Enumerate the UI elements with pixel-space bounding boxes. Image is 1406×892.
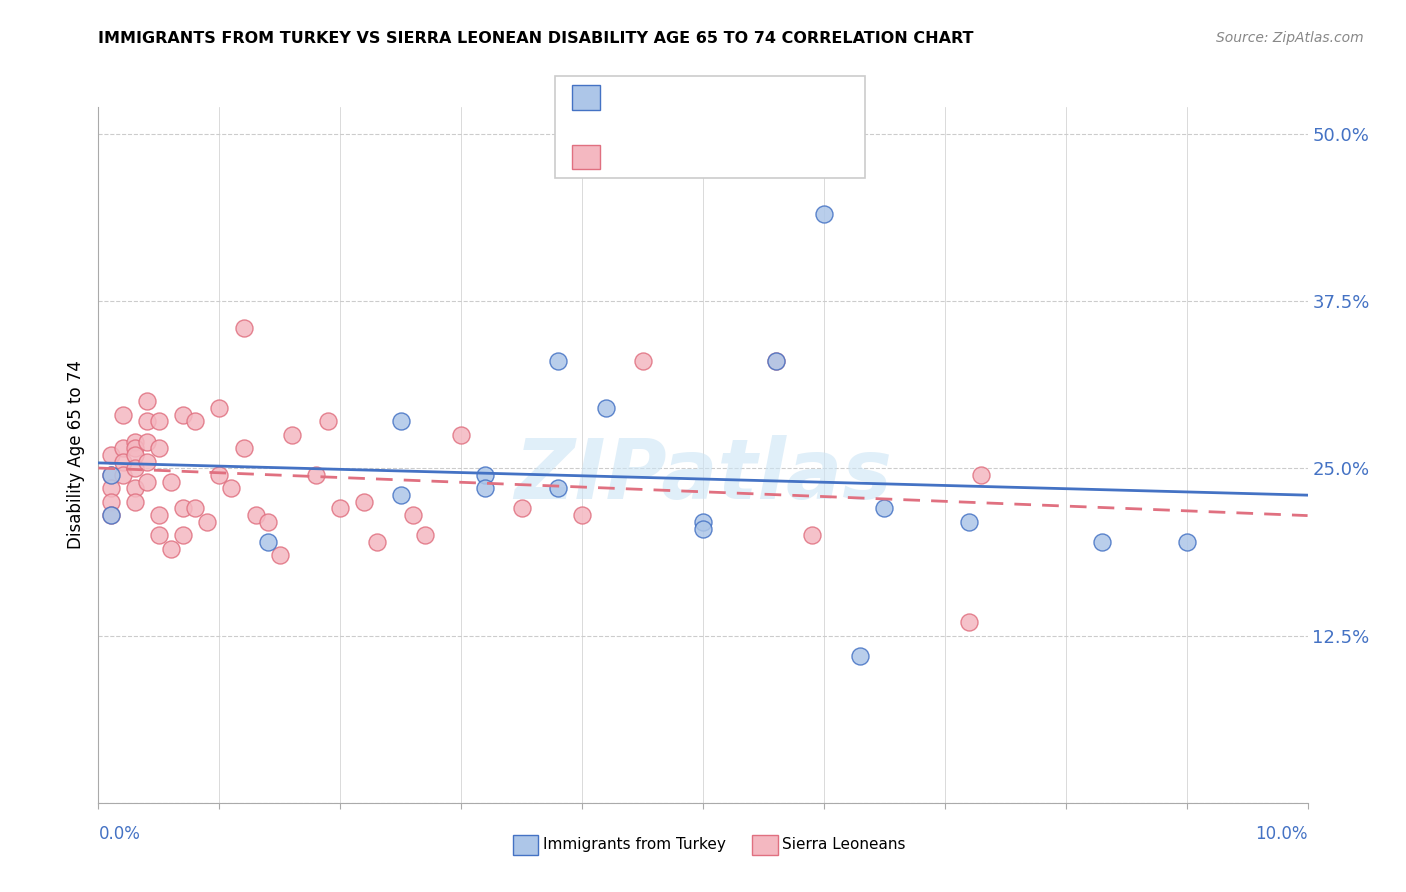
Point (124, 482, 146, 496)
Point (184, 415, 207, 429)
Point (813, 207, 835, 221)
Point (800, 528, 823, 542)
Text: 0.0%: 0.0% (98, 825, 141, 843)
Text: N =: N = (707, 88, 747, 106)
Point (148, 508, 170, 523)
Point (389, 488, 412, 502)
Text: R =: R = (612, 88, 651, 106)
Point (692, 521, 714, 535)
Point (389, 415, 412, 429)
Text: 19: 19 (738, 88, 763, 106)
Point (208, 468, 231, 483)
Point (221, 482, 243, 496)
Text: -0.023: -0.023 (643, 148, 707, 166)
Point (474, 468, 496, 483)
Text: 10.0%: 10.0% (1256, 825, 1308, 843)
Point (148, 442, 170, 456)
Point (172, 528, 194, 542)
Text: ZIPatlas: ZIPatlas (515, 435, 891, 516)
Point (135, 415, 157, 429)
Point (111, 455, 134, 469)
Point (111, 408, 134, 422)
Text: Immigrants from Turkey: Immigrants from Turkey (543, 838, 725, 852)
Point (510, 501, 533, 516)
Point (450, 428, 472, 442)
Point (135, 455, 157, 469)
Point (232, 321, 254, 335)
Point (765, 354, 787, 368)
Point (124, 448, 146, 462)
Point (631, 354, 654, 368)
Point (692, 515, 714, 529)
Point (100, 494, 122, 508)
Point (256, 535, 278, 549)
Point (547, 482, 569, 496)
Point (100, 482, 122, 496)
Point (970, 468, 993, 483)
Point (547, 354, 569, 368)
Point (111, 468, 134, 483)
Point (172, 408, 194, 422)
Point (281, 428, 304, 442)
Point (474, 482, 496, 496)
Point (148, 528, 170, 542)
Y-axis label: Disability Age 65 to 74: Disability Age 65 to 74 (66, 360, 84, 549)
Point (232, 442, 254, 456)
Point (329, 501, 352, 516)
Point (124, 461, 146, 475)
Point (957, 515, 980, 529)
Text: 57: 57 (738, 148, 763, 166)
Point (172, 501, 194, 516)
Point (413, 528, 436, 542)
Point (873, 501, 896, 516)
Text: R =: R = (612, 148, 651, 166)
Point (316, 415, 339, 429)
Point (135, 434, 157, 449)
Point (1091, 535, 1114, 549)
Text: Source: ZipAtlas.com: Source: ZipAtlas.com (1216, 31, 1364, 45)
Point (571, 508, 593, 523)
Point (160, 541, 183, 556)
Point (124, 442, 146, 456)
Point (100, 468, 122, 483)
Point (366, 535, 388, 549)
Text: Sierra Leoneans: Sierra Leoneans (782, 838, 905, 852)
Point (135, 394, 157, 409)
Point (100, 508, 122, 523)
Point (208, 401, 231, 416)
Point (100, 448, 122, 462)
Point (269, 548, 291, 563)
Text: IMMIGRANTS FROM TURKEY VS SIERRA LEONEAN DISABILITY AGE 65 TO 74 CORRELATION CHA: IMMIGRANTS FROM TURKEY VS SIERRA LEONEAN… (98, 31, 974, 46)
Point (305, 468, 328, 483)
Point (245, 508, 267, 523)
Point (1175, 535, 1198, 549)
Point (100, 468, 122, 483)
Point (148, 415, 170, 429)
Text: -0.159: -0.159 (643, 88, 707, 106)
Point (957, 615, 980, 630)
Point (111, 442, 134, 456)
Point (595, 401, 617, 416)
Text: N =: N = (707, 148, 747, 166)
Point (124, 434, 146, 449)
Point (135, 475, 157, 489)
Point (184, 501, 207, 516)
Point (256, 515, 278, 529)
Point (849, 648, 872, 663)
Point (195, 515, 218, 529)
Point (100, 508, 122, 523)
Point (765, 354, 787, 368)
Point (124, 494, 146, 508)
Point (160, 475, 183, 489)
Point (353, 494, 375, 508)
Point (402, 508, 425, 523)
